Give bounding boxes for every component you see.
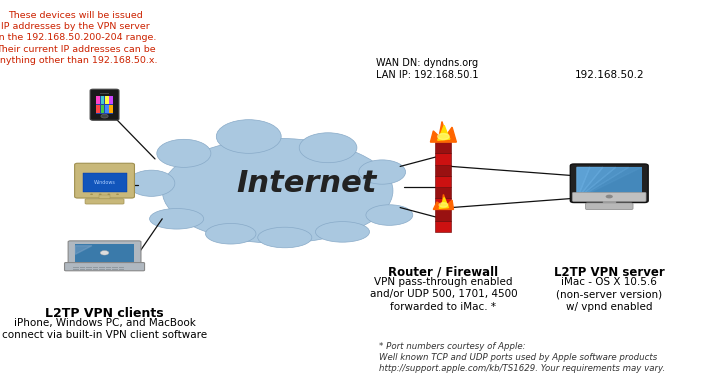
Text: Internet: Internet <box>236 169 376 198</box>
Ellipse shape <box>258 227 312 248</box>
Polygon shape <box>577 168 642 199</box>
Bar <box>435 176 451 187</box>
Bar <box>112 269 118 270</box>
Circle shape <box>439 203 448 207</box>
Ellipse shape <box>205 224 256 244</box>
Polygon shape <box>438 125 450 140</box>
Text: L2TP VPN server: L2TP VPN server <box>554 266 665 279</box>
Ellipse shape <box>162 138 393 243</box>
Text: 192.168.50.2: 192.168.50.2 <box>575 70 644 80</box>
Bar <box>99 269 105 270</box>
Polygon shape <box>577 168 616 199</box>
FancyBboxPatch shape <box>85 199 124 204</box>
Bar <box>100 94 109 95</box>
Bar <box>435 165 451 176</box>
FancyBboxPatch shape <box>68 241 141 265</box>
Polygon shape <box>577 168 629 199</box>
Bar <box>96 96 113 114</box>
Circle shape <box>100 251 109 255</box>
Circle shape <box>606 194 613 198</box>
FancyBboxPatch shape <box>572 192 646 201</box>
Circle shape <box>90 193 93 195</box>
Ellipse shape <box>359 160 405 184</box>
Ellipse shape <box>299 133 357 163</box>
FancyBboxPatch shape <box>570 164 648 203</box>
FancyBboxPatch shape <box>90 89 119 120</box>
Bar <box>100 105 105 113</box>
Text: Router / Firewall: Router / Firewall <box>389 266 498 279</box>
Bar <box>87 269 92 270</box>
Polygon shape <box>433 194 454 209</box>
Bar <box>75 244 134 262</box>
Polygon shape <box>430 122 456 142</box>
Bar <box>99 195 110 200</box>
Text: iMac - OS X 10.5.6
(non-server version)
w/ vpnd enabled: iMac - OS X 10.5.6 (non-server version) … <box>556 277 663 312</box>
Bar <box>96 105 99 113</box>
Text: iPhone, Windows PC, and MacBook
connect via built-in VPN client software: iPhone, Windows PC, and MacBook connect … <box>2 318 207 340</box>
Bar <box>118 269 124 270</box>
Bar <box>100 96 105 104</box>
Polygon shape <box>577 168 590 199</box>
Bar <box>118 267 124 268</box>
Bar <box>435 187 451 198</box>
Bar <box>105 96 108 104</box>
Bar <box>79 267 85 268</box>
Ellipse shape <box>128 170 175 196</box>
FancyBboxPatch shape <box>75 163 134 198</box>
Bar <box>79 269 85 270</box>
Bar <box>577 168 642 199</box>
Circle shape <box>99 193 102 195</box>
Circle shape <box>438 134 449 140</box>
Bar <box>109 105 112 113</box>
Bar <box>99 267 105 268</box>
Bar <box>105 105 108 113</box>
Ellipse shape <box>157 140 211 168</box>
Bar <box>74 269 79 270</box>
Text: WAN DN: dyndns.org
LAN IP: 192.168.50.1: WAN DN: dyndns.org LAN IP: 192.168.50.1 <box>376 58 478 80</box>
FancyBboxPatch shape <box>65 263 145 271</box>
Ellipse shape <box>366 205 413 225</box>
Text: VPN pass-through enabled
and/or UDP 500, 1701, 4500
forwarded to iMac. *: VPN pass-through enabled and/or UDP 500,… <box>370 277 517 312</box>
Bar <box>435 153 451 165</box>
Bar <box>92 269 98 270</box>
Ellipse shape <box>216 120 281 153</box>
Bar <box>603 199 616 205</box>
Circle shape <box>107 193 110 195</box>
Circle shape <box>116 193 119 195</box>
Bar <box>96 96 99 104</box>
Text: * Port numbers courtesy of Apple:
Well known TCP and UDP ports used by Apple sof: * Port numbers courtesy of Apple: Well k… <box>379 342 665 373</box>
Circle shape <box>101 114 108 118</box>
Bar <box>105 267 111 268</box>
Bar <box>435 142 451 153</box>
Bar <box>109 96 112 104</box>
Ellipse shape <box>315 221 369 242</box>
Bar <box>82 172 127 191</box>
Polygon shape <box>75 246 92 254</box>
Polygon shape <box>439 197 448 208</box>
Bar <box>435 221 451 232</box>
Bar <box>74 267 79 268</box>
Bar <box>435 209 451 221</box>
Ellipse shape <box>150 209 204 229</box>
Text: Windows: Windows <box>94 180 115 185</box>
Text: These devices will be issued
IP addresses by the VPN server
in the 192.168.50.20: These devices will be issued IP addresse… <box>0 11 157 65</box>
Bar <box>105 269 111 270</box>
Bar <box>435 198 451 209</box>
FancyBboxPatch shape <box>585 203 633 209</box>
Bar <box>87 267 92 268</box>
Bar <box>92 267 98 268</box>
Polygon shape <box>577 168 603 199</box>
Text: L2TP VPN clients: L2TP VPN clients <box>45 307 164 320</box>
Bar <box>112 267 118 268</box>
